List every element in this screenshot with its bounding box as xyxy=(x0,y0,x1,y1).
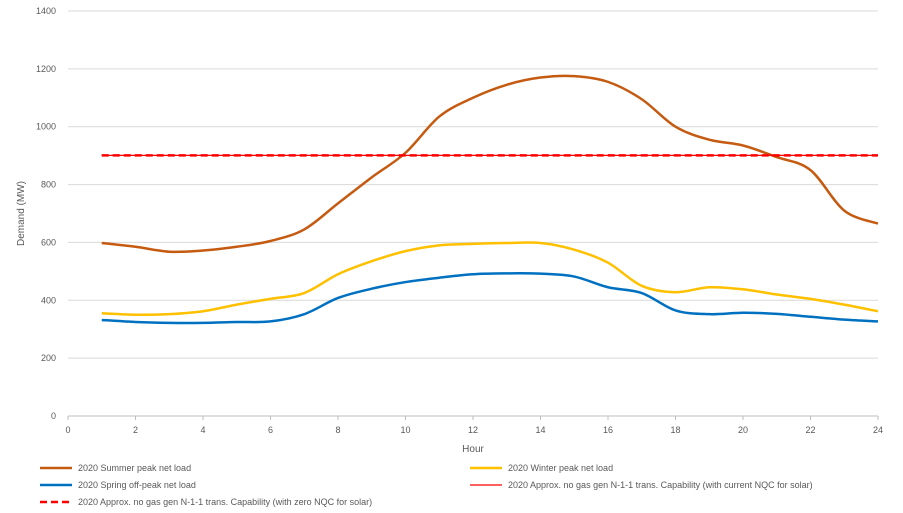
y-tick-label: 800 xyxy=(41,180,56,190)
x-tick-label: 4 xyxy=(200,425,205,435)
legend-label: 2020 Approx. no gas gen N-1-1 trans. Cap… xyxy=(508,480,813,490)
y-tick-label: 600 xyxy=(41,237,56,247)
y-tick-label: 1400 xyxy=(36,6,56,16)
x-tick-label: 6 xyxy=(268,425,273,435)
winter-peak-line xyxy=(101,241,879,317)
y-tick-label: 0 xyxy=(51,411,56,421)
series-lines xyxy=(101,74,879,325)
x-tick-label: 10 xyxy=(400,425,410,435)
x-tick-label: 18 xyxy=(670,425,680,435)
y-tick-label: 1200 xyxy=(36,64,56,74)
x-tick-label: 8 xyxy=(335,425,340,435)
summer-peak-line xyxy=(101,74,879,254)
y-tick-label: 1000 xyxy=(36,122,56,132)
gridlines xyxy=(68,10,878,359)
legend-label: 2020 Approx. no gas gen N-1-1 trans. Cap… xyxy=(78,497,372,507)
x-tick-label: 14 xyxy=(535,425,545,435)
x-tick-label: 12 xyxy=(468,425,478,435)
x-tick-label: 20 xyxy=(738,425,748,435)
x-axis-title: Hour xyxy=(462,444,484,455)
x-tick-label: 22 xyxy=(805,425,815,435)
y-axis-title: Demand (MW) xyxy=(16,181,27,246)
legend: 2020 Summer peak net load 2020 Winter pea… xyxy=(40,463,813,507)
y-tick-label: 200 xyxy=(41,353,56,363)
x-tick-label: 2 xyxy=(133,425,138,435)
y-tick-label: 400 xyxy=(41,295,56,305)
spring-off-peak-line xyxy=(101,272,879,325)
legend-label: 2020 Spring off-peak net load xyxy=(78,480,196,490)
legend-label: 2020 Winter peak net load xyxy=(508,463,613,473)
x-tick-label: 16 xyxy=(603,425,613,435)
x-tick-label: 0 xyxy=(65,425,70,435)
legend-label: 2020 Summer peak net load xyxy=(78,463,191,473)
x-tick-label: 24 xyxy=(873,425,883,435)
